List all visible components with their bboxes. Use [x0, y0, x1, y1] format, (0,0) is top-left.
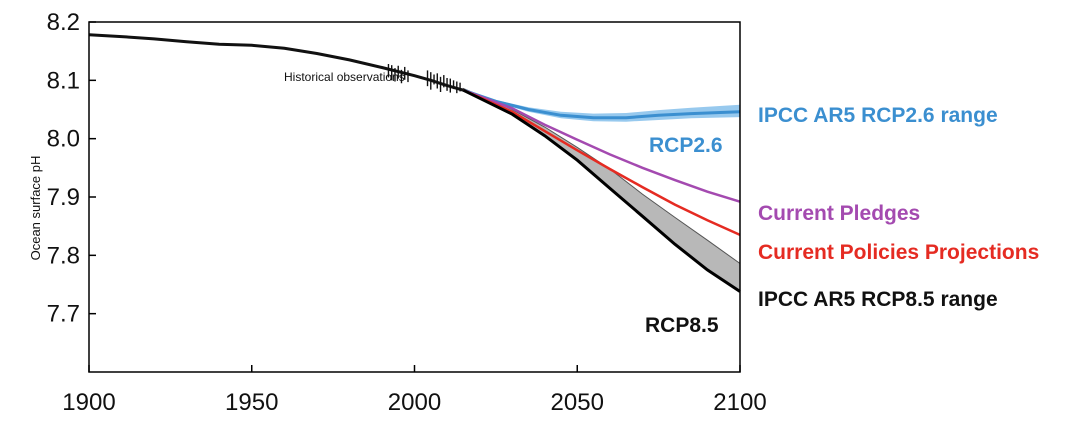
- axis-ticks: 1900 1950 2000 2050 2100 7.7 7.8 7.9 8.0 8.1 8.2: [47, 9, 767, 416]
- series-lines: [88, 33, 741, 293]
- y-tick-label: 7.7: [47, 301, 80, 328]
- y-tick-label: 8.0: [47, 126, 80, 153]
- rcp26-label: RCP2.6: [649, 134, 723, 157]
- current-pledges-label: Current Pledges: [758, 202, 920, 225]
- rcp26-line: [462, 88, 741, 120]
- rcp26-range-label: IPCC AR5 RCP2.6 range: [758, 104, 998, 127]
- rcp85-line: [462, 88, 741, 293]
- y-tick-label: 8.1: [47, 67, 80, 94]
- x-tick-label: 2100: [713, 389, 766, 416]
- x-tick-label: 2000: [388, 389, 441, 416]
- rcp85-range-label: IPCC AR5 RCP8.5 range: [758, 288, 998, 311]
- current-policies-label: Current Policies Projections: [758, 241, 1039, 264]
- y-tick-label: 7.8: [47, 242, 80, 269]
- historical-observation-marks: [387, 64, 461, 94]
- historical-observations-annotation: Historical observations: [284, 70, 405, 84]
- x-tick-label: 2050: [551, 389, 604, 416]
- historical-line: [88, 33, 464, 92]
- x-tick-label: 1900: [62, 389, 115, 416]
- x-tick-label: 1950: [225, 389, 278, 416]
- rcp85-label: RCP8.5: [645, 314, 719, 337]
- current-pledges-line: [462, 89, 741, 203]
- current-policies-line: [462, 89, 741, 237]
- y-tick-label: 7.9: [47, 184, 80, 211]
- y-axis-title: Ocean surface pH: [28, 156, 43, 261]
- y-tick-label: 8.2: [47, 9, 80, 36]
